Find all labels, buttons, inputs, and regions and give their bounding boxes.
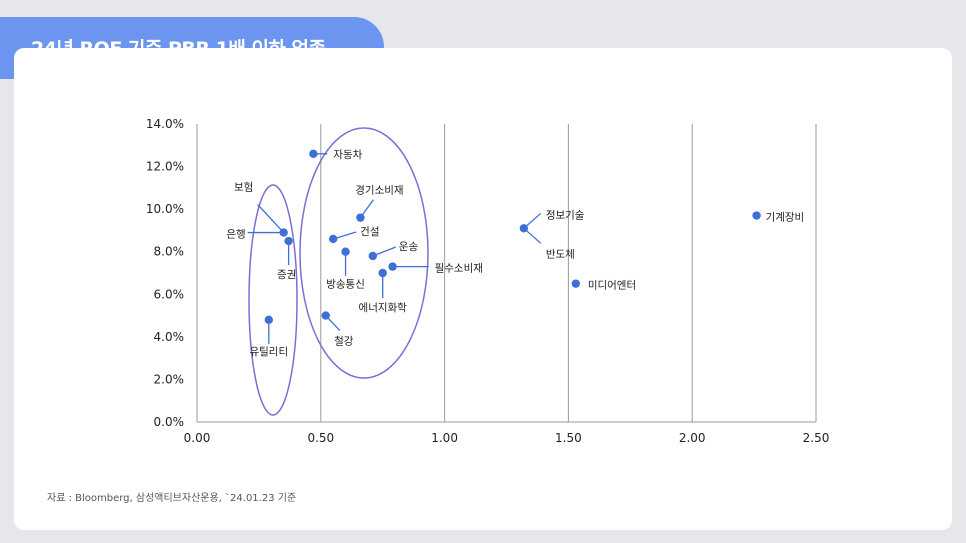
point-label: 유틸리티 xyxy=(249,345,288,358)
point-layer xyxy=(264,149,761,325)
x-tick-label: 1.50 xyxy=(555,431,582,445)
data-point xyxy=(519,224,529,233)
data-point xyxy=(341,247,350,256)
data-point xyxy=(321,311,330,320)
y-tick-label: 8.0% xyxy=(154,245,185,259)
y-tick-label: 6.0% xyxy=(154,287,185,301)
x-tick-label: 2.00 xyxy=(679,431,706,445)
x-tick-label: 2.50 xyxy=(803,431,830,445)
data-point xyxy=(368,251,377,261)
data-point xyxy=(356,213,365,222)
cluster-ellipse-small xyxy=(248,184,298,416)
point-label: 미디어엔터 xyxy=(588,280,636,292)
point-label: 운송 xyxy=(399,241,419,253)
y-tick-label: 14.0% xyxy=(146,117,184,131)
chart-card xyxy=(14,48,952,530)
y-tick-label: 2.0% xyxy=(154,372,185,386)
point-label: 철강 xyxy=(334,336,354,348)
tick-layer: 0.00 0.50 1.00 1.50 2.00 2.50 0.0% 2.0% 4.0% 6.0%… xyxy=(146,117,829,445)
point-label: 필수소비재 xyxy=(435,263,483,275)
cluster-ellipses xyxy=(248,127,429,416)
point-label: 자동차 xyxy=(333,149,362,161)
point-label: 은행 xyxy=(226,229,245,241)
data-point xyxy=(571,279,581,288)
point-label: 정보기술 xyxy=(546,209,585,221)
data-point xyxy=(309,149,318,158)
data-point xyxy=(279,228,288,237)
leader-lines xyxy=(247,153,542,344)
point-label: 증권 xyxy=(277,269,296,281)
y-tick-label: 10.0% xyxy=(146,202,184,216)
point-label: 반도체 xyxy=(546,248,575,260)
x-tick-label: 0.00 xyxy=(184,431,211,445)
point-label: 기계장비 xyxy=(766,212,805,224)
data-point xyxy=(264,315,274,325)
cluster-ellipse-large xyxy=(299,127,429,379)
data-point xyxy=(752,211,761,220)
point-label: 건설 xyxy=(360,226,379,238)
point-label: 에너지화학 xyxy=(359,302,408,314)
y-tick-label: 12.0% xyxy=(146,160,184,174)
data-point xyxy=(388,262,397,271)
x-tick-label: 0.50 xyxy=(307,431,334,445)
y-tick-label: 4.0% xyxy=(154,330,185,344)
x-tick-label: 1.00 xyxy=(431,431,458,445)
data-point xyxy=(328,234,338,244)
data-point xyxy=(284,236,293,246)
point-label: 방송통신 xyxy=(326,279,365,291)
source-note: 자료 : Bloomberg, 삼성액티브자산운용, `24.01.23 기준 xyxy=(47,493,297,504)
y-tick-label: 0.0% xyxy=(154,415,185,429)
grid-layer xyxy=(196,124,817,423)
point-label: 보험 xyxy=(234,182,253,194)
point-label: 경기소비재 xyxy=(355,184,403,197)
data-point xyxy=(378,268,387,278)
leader-line xyxy=(257,204,285,233)
